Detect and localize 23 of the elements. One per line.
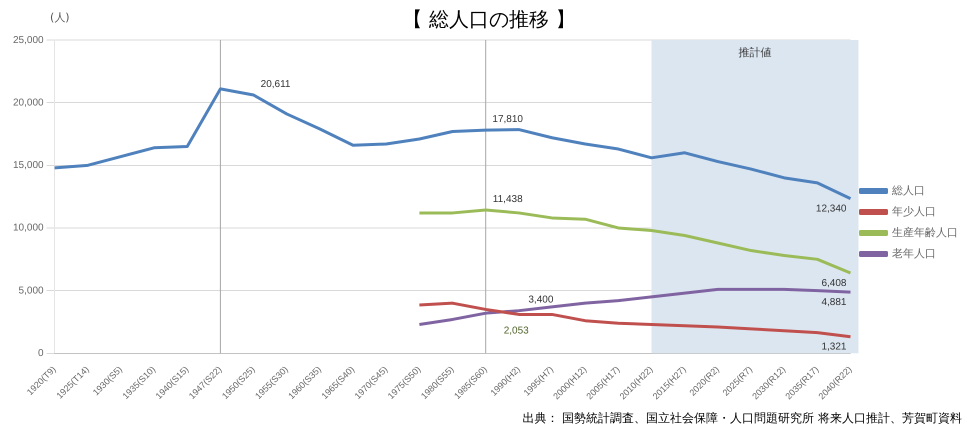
data-label: 20,611 — [260, 79, 291, 90]
data-label: 6,408 — [821, 278, 847, 289]
y-tick-label: 15,000 — [12, 160, 44, 172]
legend-label: 年少人口 — [892, 204, 936, 218]
source-note: 出典： 国勢統計調査、国立社会保障・人口問題研究所 将来人口推計、芳賀町資料 — [522, 410, 962, 427]
legend-label: 総人口 — [891, 184, 925, 197]
y-tick-label: 25,000 — [12, 34, 44, 46]
chart-title: 【 総人口の推移 】 — [402, 7, 576, 31]
data-label: 3,400 — [528, 294, 554, 306]
data-label: 11,438 — [492, 194, 524, 205]
y-tick-label: 20,000 — [12, 97, 44, 108]
data-label: 17,810 — [492, 114, 524, 126]
y-axis-title: (人) — [50, 10, 70, 25]
y-tick-label: 10,000 — [12, 222, 44, 234]
annotation: 2,053 — [504, 325, 530, 336]
legend-label: 老年人口 — [892, 246, 936, 260]
data-label: 4,881 — [821, 297, 847, 308]
data-label: 1,321 — [821, 342, 847, 353]
band-label: 推計値 — [738, 46, 772, 59]
legend-label: 生産年齢人口 — [892, 226, 958, 239]
y-tick-label: 5,000 — [18, 285, 44, 296]
data-label: 12,340 — [816, 204, 847, 215]
y-tick-label: 0 — [38, 348, 44, 360]
